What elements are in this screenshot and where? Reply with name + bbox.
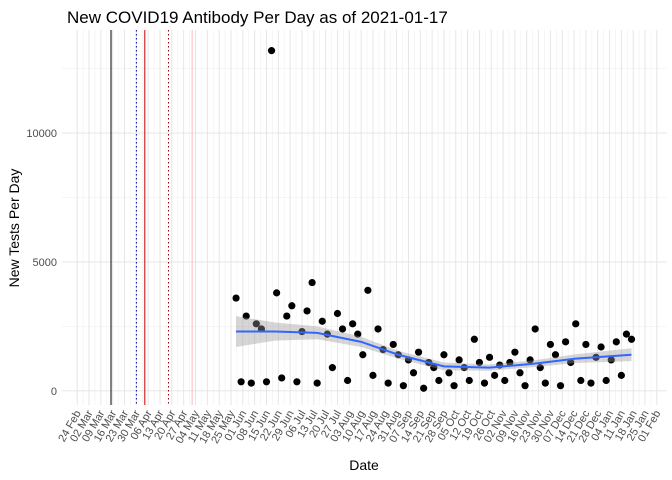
- data-point: [247, 379, 255, 387]
- data-point: [475, 358, 484, 367]
- data-point: [516, 369, 524, 377]
- data-point: [273, 289, 281, 297]
- data-point: [359, 351, 367, 359]
- data-point: [242, 312, 250, 320]
- data-point: [278, 374, 286, 382]
- data-point: [622, 330, 631, 338]
- y-tick-label: 0: [51, 386, 57, 398]
- data-point: [562, 338, 570, 346]
- data-point: [526, 356, 534, 364]
- data-point: [303, 307, 311, 315]
- data-point: [455, 356, 463, 364]
- data-point: [551, 351, 560, 359]
- data-point: [399, 382, 407, 390]
- data-point: [328, 364, 336, 372]
- data-point: [531, 325, 539, 333]
- data-point: [501, 376, 509, 385]
- data-point: [409, 369, 418, 377]
- data-point: [536, 364, 544, 372]
- data-point: [267, 47, 276, 55]
- data-point: [232, 294, 240, 302]
- data-point: [506, 358, 514, 367]
- data-point: [430, 364, 438, 372]
- data-point: [465, 376, 473, 385]
- data-point: [349, 320, 357, 328]
- data-point: [369, 371, 377, 379]
- data-point: [364, 286, 372, 294]
- data-point: [288, 302, 296, 310]
- data-point: [283, 312, 291, 320]
- data-point: [480, 379, 489, 387]
- data-point: [389, 340, 397, 349]
- data-point: [435, 376, 443, 385]
- data-point: [617, 371, 625, 379]
- y-tick-label: 5000: [33, 257, 57, 269]
- data-point: [237, 378, 245, 386]
- data-point: [567, 358, 575, 367]
- data-point: [521, 382, 529, 390]
- data-point: [313, 379, 321, 387]
- data-point: [511, 348, 519, 356]
- data-point: [445, 369, 453, 377]
- data-point: [612, 338, 620, 346]
- data-point: [354, 330, 362, 338]
- smooth-line: [236, 330, 632, 369]
- data-point: [627, 335, 636, 343]
- data-point: [485, 353, 494, 361]
- y-tick-label: 10000: [26, 128, 57, 140]
- data-point: [440, 351, 448, 359]
- data-point: [252, 320, 260, 328]
- data-point: [582, 340, 590, 349]
- data-point: [602, 376, 610, 385]
- x-axis-title: Date: [349, 457, 379, 473]
- data-point: [607, 356, 615, 364]
- data-point: [577, 376, 585, 385]
- data-point: [491, 371, 499, 379]
- data-point: [333, 309, 342, 318]
- chart-title: New COVID19 Antibody Per Day as of 2021-…: [67, 8, 448, 27]
- data-point: [572, 320, 580, 328]
- data-point: [308, 278, 316, 287]
- data-point: [344, 376, 352, 385]
- data-point: [293, 378, 301, 386]
- data-point: [470, 335, 478, 343]
- data-point: [541, 379, 549, 387]
- data-point: [338, 325, 347, 333]
- data-point: [587, 379, 595, 387]
- data-point: [546, 340, 554, 349]
- data-point: [414, 348, 423, 356]
- data-point: [318, 317, 326, 325]
- data-point: [420, 384, 428, 392]
- data-point: [597, 343, 605, 351]
- data-point: [262, 378, 271, 386]
- data-point: [450, 382, 458, 390]
- data-point: [374, 325, 382, 333]
- y-axis-title: New Tests Per Day: [6, 169, 22, 288]
- data-point: [384, 379, 392, 387]
- data-point: [556, 382, 565, 390]
